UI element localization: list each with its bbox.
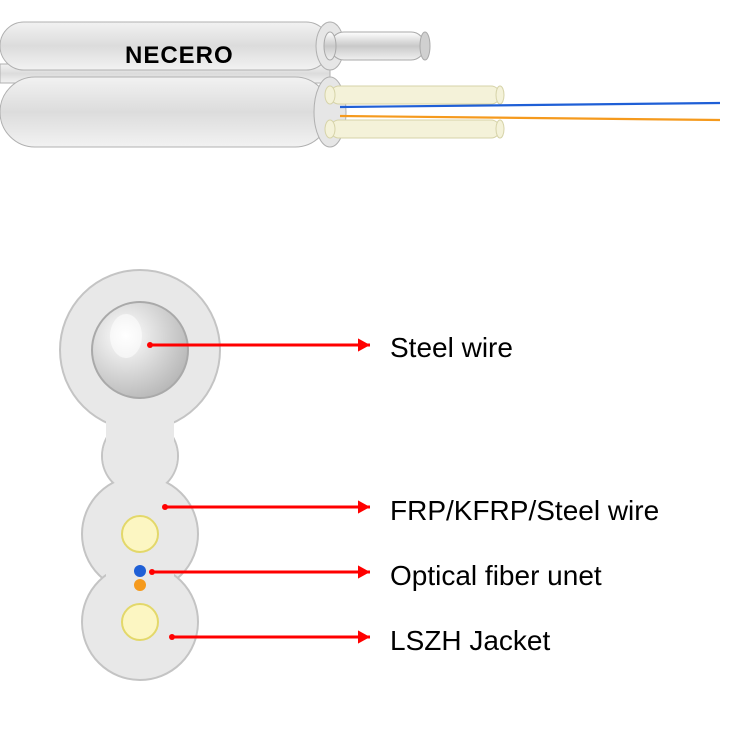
arrowhead-jacket: [358, 630, 370, 643]
xsec-frp-top: [122, 516, 158, 552]
steel-messenger-wire: [330, 32, 425, 60]
brand-logo: NECERO: [125, 42, 234, 70]
strength-tube-top: [330, 86, 500, 104]
arrowhead-steel: [358, 338, 370, 351]
diagram-container: NECERO Steel wire FRP/KFRP/Steel wire Opti…: [0, 0, 750, 750]
arrowhead-frp: [358, 500, 370, 513]
diagram-svg: [0, 0, 750, 750]
cable-cross-section: [60, 270, 220, 680]
xsec-fiber-orange: [134, 579, 146, 591]
arrowhead-fiber: [358, 565, 370, 578]
main-lobe: [0, 77, 330, 147]
steel-wire-endcap: [420, 32, 430, 60]
xsec-frp-bottom: [122, 604, 158, 640]
label-fiber: Optical fiber unet: [390, 560, 602, 592]
xsec-steel-wire: [92, 302, 188, 398]
cable-side-view: [0, 22, 720, 147]
label-jacket: LSZH Jacket: [390, 625, 550, 657]
steel-wire-face: [324, 32, 336, 60]
optical-fiber-orange: [340, 116, 720, 120]
label-frp: FRP/KFRP/Steel wire: [390, 495, 659, 527]
xsec-fiber-blue: [134, 565, 146, 577]
label-steel: Steel wire: [390, 332, 513, 364]
strength-tube-bottom: [330, 120, 500, 138]
